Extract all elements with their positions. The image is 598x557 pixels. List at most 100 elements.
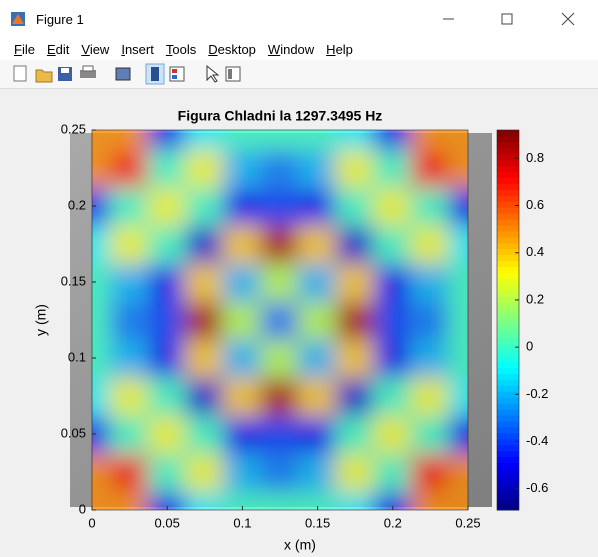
heat-cell	[260, 148, 300, 188]
heat-cell	[147, 186, 187, 226]
heat-cell	[110, 148, 150, 188]
colorbar-swatch	[497, 480, 519, 486]
heat-cell	[260, 338, 300, 378]
colorbar-swatch	[497, 231, 519, 237]
heat-cell	[147, 148, 187, 188]
colorbar-swatch	[497, 474, 519, 480]
heat-cell	[335, 452, 375, 492]
heat-cell	[373, 376, 413, 416]
colorbar-swatch	[497, 445, 519, 451]
heat-cell	[223, 452, 263, 492]
colorbar-swatch	[497, 320, 519, 326]
heat-cell	[260, 300, 300, 340]
heat-cell	[110, 452, 150, 492]
heat-cell	[298, 148, 338, 188]
colorbar-swatch	[497, 338, 519, 344]
colorbar-swatch	[497, 504, 519, 510]
heat-cell	[185, 338, 225, 378]
colorbar-swatch	[497, 142, 519, 148]
heat-cell	[335, 148, 375, 188]
app-icon	[0, 0, 36, 38]
heat-cell	[373, 452, 413, 492]
colorbar-swatch	[497, 249, 519, 255]
heat-cell	[411, 452, 451, 492]
heat-cell	[147, 452, 187, 492]
colorbar-swatch	[497, 225, 519, 231]
menu-item[interactable]: Help	[326, 42, 353, 57]
toolbar-icons[interactable]	[0, 60, 260, 88]
window-title: Figure 1	[36, 12, 84, 27]
heat-cell	[110, 414, 150, 454]
menu-item[interactable]: File	[14, 42, 35, 57]
heat-cell	[185, 148, 225, 188]
x-tick-label: 0	[88, 515, 95, 530]
x-tick-label: 0.05	[155, 515, 180, 530]
colorbar-swatch	[497, 183, 519, 189]
heat-cell	[223, 148, 263, 188]
colorbar-swatch	[497, 189, 519, 195]
heat-cell	[335, 376, 375, 416]
colorbar-swatch	[497, 130, 519, 136]
heat-cell	[110, 376, 150, 416]
colorbar-swatch	[497, 385, 519, 391]
colorbar-swatch	[497, 284, 519, 290]
heat-cell	[411, 376, 451, 416]
colorbar-swatch	[497, 362, 519, 368]
heat-cell	[110, 338, 150, 378]
colorbar-tick-label: 0.8	[526, 150, 544, 165]
heat-cell	[335, 338, 375, 378]
heat-cell	[298, 262, 338, 302]
heat-cell	[185, 414, 225, 454]
heat-cell	[110, 262, 150, 302]
heatmap	[72, 110, 488, 530]
colorbar-swatch	[497, 326, 519, 332]
heat-cell	[411, 224, 451, 264]
heat-cell	[298, 300, 338, 340]
heatmap-clip	[72, 110, 488, 530]
menu-item[interactable]: Desktop	[208, 42, 256, 57]
y-tick-label: 0.2	[68, 197, 86, 212]
heat-cell	[110, 300, 150, 340]
y-tick-label: 0.1	[68, 349, 86, 364]
menu-item[interactable]: Edit	[47, 42, 69, 57]
colorbar-swatch	[497, 379, 519, 385]
colorbar-swatch	[497, 172, 519, 178]
colorbar-swatch	[497, 201, 519, 207]
colorbar-swatch	[497, 409, 519, 415]
heat-cell	[147, 338, 187, 378]
heat-cell	[335, 300, 375, 340]
colorbar-tick-label: 0.4	[526, 244, 544, 259]
menu-item[interactable]: View	[81, 42, 109, 57]
colorbar	[497, 130, 519, 511]
colorbar-swatch	[497, 261, 519, 267]
heat-cell	[185, 186, 225, 226]
colorbar-tick-label: 0.2	[526, 291, 544, 306]
heat-cell	[298, 376, 338, 416]
heat-cell	[185, 224, 225, 264]
colorbar-tick-label: -0.2	[526, 386, 548, 401]
heat-cell	[185, 376, 225, 416]
colorbar-swatch	[497, 356, 519, 362]
heat-cell	[298, 452, 338, 492]
menu-item[interactable]: Insert	[121, 42, 154, 57]
colorbar-swatch	[497, 136, 519, 142]
y-tick-label: 0.05	[61, 425, 86, 440]
menu-item[interactable]: Tools	[166, 42, 196, 57]
x-axis-label: x (m)	[284, 537, 316, 553]
heat-cell	[373, 148, 413, 188]
x-tick-label: 0.25	[455, 515, 480, 530]
chart-title: Figura Chladni la 1297.3495 Hz	[178, 108, 383, 124]
window-controls[interactable]	[418, 0, 598, 38]
heat-cell	[223, 224, 263, 264]
menu-item[interactable]: Window	[268, 42, 314, 57]
colorbar-swatch	[497, 308, 519, 314]
colorbar-swatch	[497, 207, 519, 213]
colorbar-swatch	[497, 255, 519, 261]
heat-cell	[373, 414, 413, 454]
heat-cell	[260, 452, 300, 492]
colorbar-tick-label: -0.6	[526, 480, 548, 495]
colorbar-swatch	[497, 463, 519, 469]
heat-cell	[411, 414, 451, 454]
colorbar-swatch	[497, 154, 519, 160]
colorbar-swatch	[497, 498, 519, 504]
